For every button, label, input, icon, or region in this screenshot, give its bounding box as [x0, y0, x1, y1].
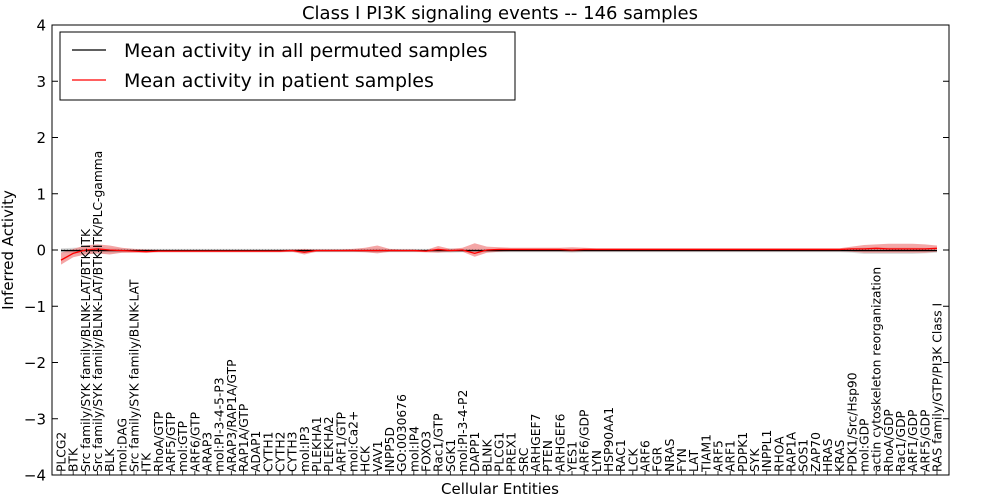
x-tick-label: RAC1	[614, 439, 628, 472]
x-tick-label: mol:GDP	[858, 419, 872, 472]
x-tick-label: HCK	[359, 445, 373, 472]
x-tick-label: PTEN	[541, 440, 555, 472]
x-tick-label: PDK1/Src/Hsp90	[845, 372, 859, 472]
x-tick-label: ARF1	[724, 440, 738, 472]
x-tick-label: ARF5/GTP	[164, 412, 178, 472]
x-tick-label: PLCG1	[493, 432, 507, 472]
x-tick-label: FYN	[675, 448, 689, 472]
x-tick-label: ARF6/GTP	[188, 412, 202, 472]
x-tick-label: LAT	[687, 449, 701, 472]
x-tick-label: TIAM1	[699, 434, 713, 473]
x-tick-label: SOS1	[797, 439, 811, 472]
legend: Mean activity in all permuted samples Me…	[59, 31, 516, 101]
y-tick-label: −3	[24, 410, 46, 428]
x-tick-label: BLNK	[480, 439, 494, 472]
x-tick-label: RAS family/GTP/PI3K Class I	[931, 303, 945, 472]
x-tick-label: ADAP1	[249, 431, 263, 472]
x-tick-label: PLEKHA1	[310, 416, 324, 472]
x-tick-label: ARF5	[712, 440, 726, 472]
x-tick-label: ARAP3	[201, 432, 215, 472]
x-tick-label: SGK1	[444, 439, 458, 472]
x-tick-label: RHOA	[772, 436, 786, 472]
x-tick-label: YES1	[566, 441, 580, 473]
x-tick-label: ARF6	[639, 440, 653, 472]
x-tick-label: mol:PI-3-4-5-P3	[213, 377, 227, 472]
x-tick-label: HRAS	[821, 438, 835, 472]
y-tick-label: 4	[36, 17, 46, 35]
legend-box	[59, 31, 516, 101]
x-tick-label: KRAS	[833, 439, 847, 472]
legend-label-patient: Mean activity in patient samples	[124, 70, 434, 92]
x-tick-label: ITK	[140, 452, 154, 472]
x-tick-label: INPP5D	[383, 427, 397, 472]
x-tick-label: mol:IP3	[298, 426, 312, 472]
x-tick-label: VAV1	[371, 441, 385, 473]
x-tick-label: ARF1/GDP	[906, 410, 920, 472]
x-tick-label: mol:Ca2+	[347, 411, 361, 472]
x-tick-label: RhoA/GTP	[152, 412, 166, 472]
x-tick-label: FGR	[651, 446, 665, 472]
x-tick-label: BTK	[67, 447, 81, 472]
x-tick-label: PLEKHA2	[322, 416, 336, 472]
x-tick-label: BLK	[103, 448, 117, 472]
y-tick-label: 2	[36, 129, 46, 147]
x-tick-label: CYTH2	[274, 432, 288, 472]
x-tick-label: PREX1	[505, 432, 519, 472]
y-tick-label: 1	[36, 185, 46, 203]
x-tick-label: HSP90AA1	[602, 407, 616, 472]
x-tick-label: SRC	[517, 448, 531, 472]
x-tick-label: ARHGEF6	[553, 413, 567, 472]
x-tick-label: ARF1/GTP	[334, 412, 348, 472]
y-tick-label: 0	[36, 242, 46, 260]
series-1-line	[60, 247, 938, 261]
x-tick-label: Src family/SYK family/BLNK-LAT/BTK-ITK	[79, 228, 93, 472]
x-tick-label: Rac1/GTP	[432, 413, 446, 472]
x-tick-label: INPPL1	[760, 430, 774, 472]
x-tick-label: NRAS	[663, 438, 677, 472]
x-tick-label: DAPP1	[468, 432, 482, 472]
x-tick-label: mol:IP4	[407, 426, 421, 472]
x-tick-label: ARF5/GDP	[918, 410, 932, 472]
x-tick-label: PDPK1	[736, 432, 750, 472]
x-tick-label: mol:PI-3-4-P2	[456, 390, 470, 472]
x-tick-label: RhoA/GDP	[882, 409, 896, 472]
x-tick-label: Src family/SYK family/BLNK-LAT	[128, 279, 142, 472]
x-tick-label: GO:0030676	[395, 394, 409, 472]
x-tick-label: ARHGEF7	[529, 414, 543, 472]
x-tick-label: ARAP3/RAP1A/GTP	[225, 359, 239, 472]
y-axis-label: Inferred Activity	[0, 190, 17, 310]
x-tick-label: Src family/SYK family/BLNK-LAT/BTK-ITK/P…	[91, 151, 105, 472]
y-tick-label: −4	[24, 467, 46, 485]
legend-label-permuted: Mean activity in all permuted samples	[124, 40, 487, 62]
y-tick-label: 3	[36, 73, 46, 91]
x-tick-label: RAP1A/GTP	[237, 404, 251, 472]
x-tick-label: LCK	[626, 448, 640, 472]
x-tick-label: ARF6/GDP	[578, 410, 592, 472]
plot-frame	[51, 24, 950, 476]
x-tick-label: ZAP70	[809, 432, 823, 472]
x-tick-label: CYTH1	[261, 432, 275, 472]
y-tick-label: −2	[24, 354, 46, 372]
x-tick-label: RAP1A	[785, 431, 799, 472]
y-axis-ticks: −4 −3 −2 −1 0 1 2 3 4	[24, 17, 949, 485]
x-axis-label: Cellular Entities	[441, 480, 559, 498]
x-tick-label: FOXO3	[420, 431, 434, 472]
series-1-band	[61, 243, 937, 265]
x-tick-label: Rac1/GDP	[894, 411, 908, 472]
x-tick-label: CYTH3	[286, 432, 300, 472]
chart-title: Class I PI3K signaling events -- 146 sam…	[302, 3, 698, 24]
plot-area	[60, 243, 938, 265]
x-tick-label: SYK	[748, 448, 762, 472]
y-tick-label: −1	[24, 298, 46, 316]
x-tick-label: LYN	[590, 450, 604, 472]
x-tick-label: mol:GTP	[176, 421, 190, 472]
x-tick-label: PLCG2	[55, 432, 69, 472]
x-tick-label: actin cytoskeleton reorganization	[870, 267, 884, 472]
x-tick-label: mol:DAG	[115, 418, 129, 472]
